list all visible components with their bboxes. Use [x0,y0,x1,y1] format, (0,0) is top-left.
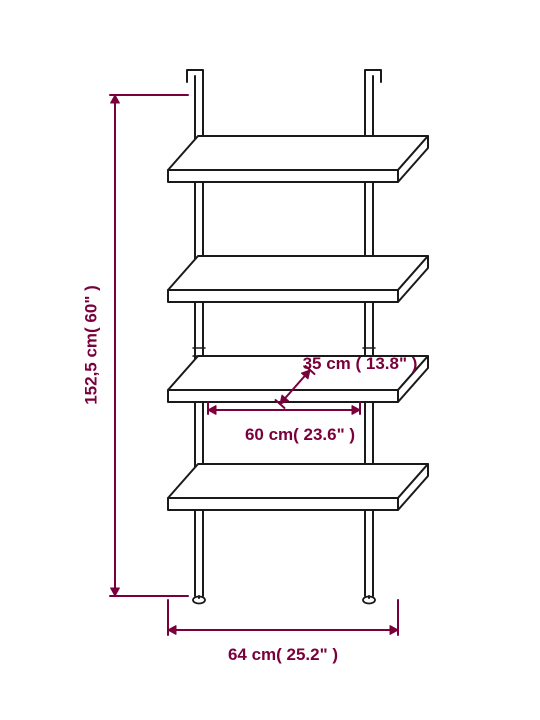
diagram-stage: 152,5 cm( 60" ) 64 cm( 25.2" ) 60 cm( 23… [0,0,540,720]
dim-label-height: 152,5 cm( 60" ) [83,285,102,405]
dim-label-width: 64 cm( 25.2" ) [228,646,338,665]
dim-label-shelf-width: 60 cm( 23.6" ) [245,426,355,445]
dim-label-shelf-depth: 35 cm ( 13.8" ) [303,355,418,374]
